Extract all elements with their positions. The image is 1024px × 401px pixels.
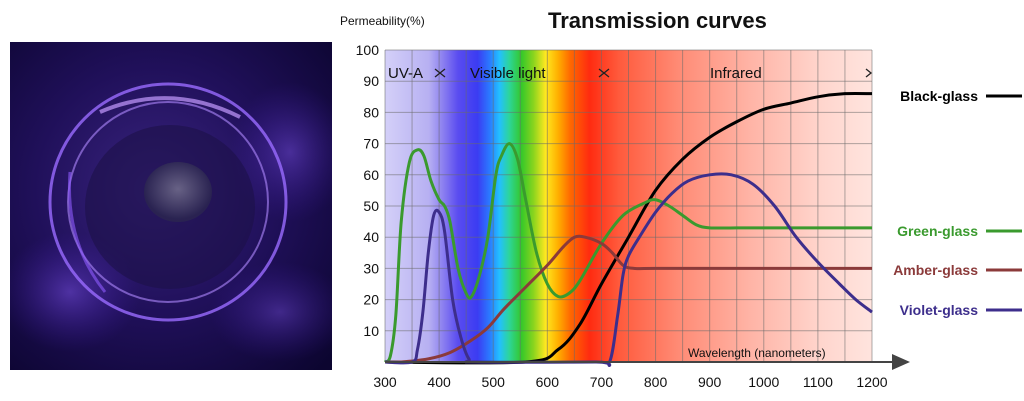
x-tick-label: 1100 — [803, 374, 833, 390]
y-tick-label: 70 — [363, 136, 379, 152]
region-separator-marker — [598, 68, 610, 78]
y-tick-label: 50 — [363, 198, 379, 214]
legend-label-amber-glass: Amber-glass — [893, 262, 978, 278]
x-tick-label: 300 — [373, 374, 397, 390]
y-tick-label: 80 — [363, 104, 379, 120]
y-tick-label: 100 — [356, 42, 380, 58]
region-label-infrared: Infrared — [710, 65, 762, 82]
y-tick-label: 60 — [363, 167, 379, 183]
photo-image — [10, 42, 332, 370]
series-line-violet-glass — [384, 172, 873, 367]
series-line-amber-glass — [384, 234, 872, 364]
series-line-black-glass — [384, 91, 873, 365]
y-axis-label: Permeability(%) — [340, 14, 425, 28]
x-axis-label: Wavelength (nanometers) — [688, 346, 826, 360]
x-tick-label: 400 — [427, 374, 451, 390]
y-tick-label: 30 — [363, 260, 379, 276]
y-tick-label: 20 — [363, 292, 379, 308]
x-tick-label: 900 — [698, 374, 722, 390]
legend-label-violet-glass: Violet-glass — [900, 302, 979, 318]
legend-label-black-glass: Black-glass — [900, 88, 978, 104]
x-tick-label: 1000 — [748, 374, 779, 390]
x-tick-label: 1200 — [856, 374, 887, 390]
x-tick-label: 800 — [644, 374, 668, 390]
chart-title: Transmission curves — [548, 8, 767, 33]
x-tick-label: 600 — [536, 374, 560, 390]
x-tick-label: 700 — [590, 374, 614, 390]
legend-label-green-glass: Green-glass — [897, 223, 978, 239]
series-line-green-glass — [383, 142, 872, 364]
region-label-uv-a: UV-A — [388, 65, 423, 82]
x-tick-label: 500 — [482, 374, 506, 390]
infrared-arrow-icon — [865, 68, 873, 78]
region-label-visible-light: Visible light — [470, 65, 546, 82]
uv-light-glass-photo — [10, 42, 332, 370]
y-tick-label: 90 — [363, 73, 379, 89]
y-tick-label: 40 — [363, 229, 379, 245]
y-tick-label: 10 — [363, 323, 379, 339]
region-separator-marker — [434, 68, 446, 78]
